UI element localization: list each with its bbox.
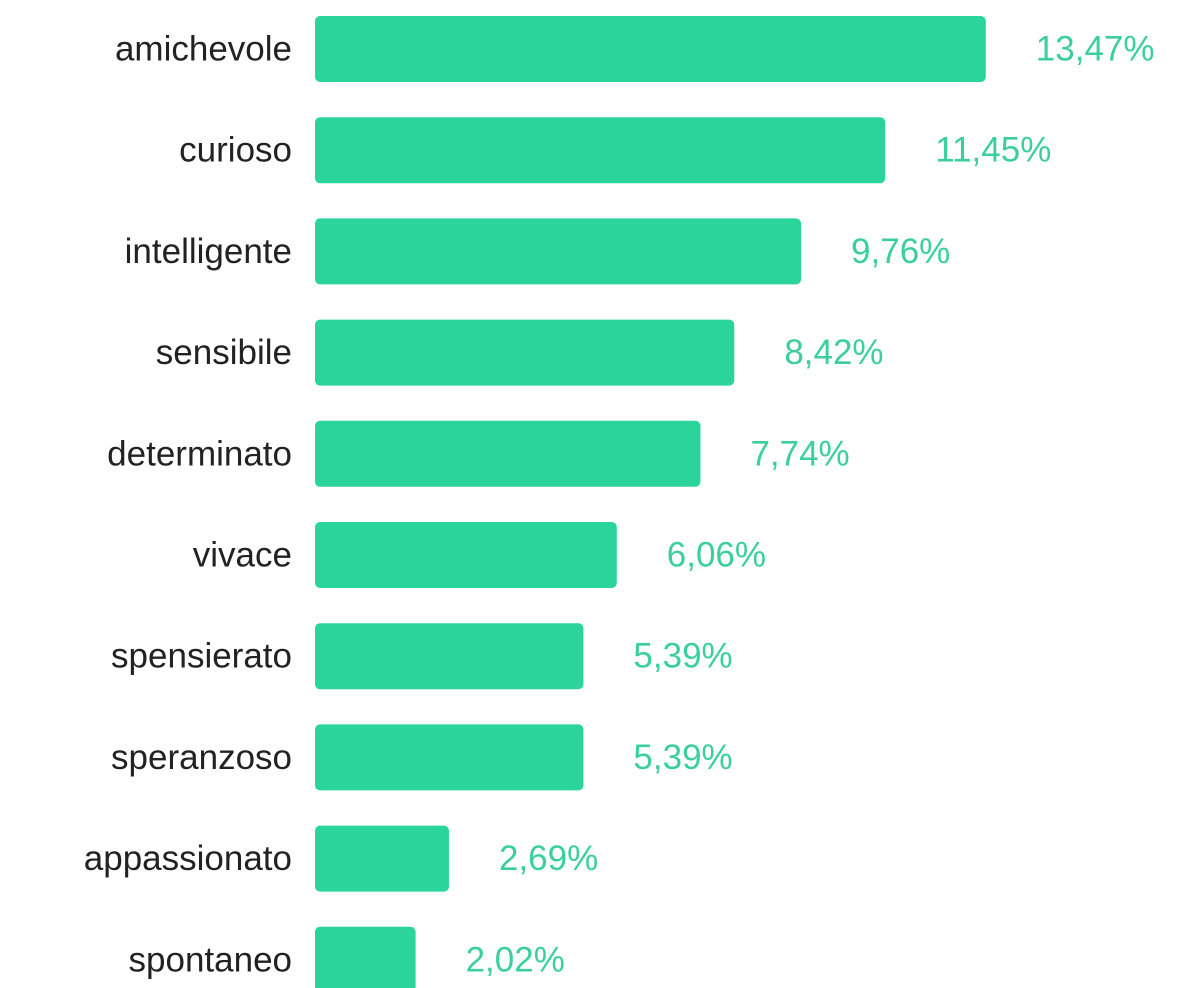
value-label: 6,06% (667, 536, 766, 575)
bar-row: curioso 11,45% (179, 117, 1051, 184)
bar-row: spontaneo 2,02% (129, 926, 565, 988)
bar (315, 724, 584, 791)
bar (315, 420, 701, 487)
category-label: determinato (107, 434, 292, 473)
value-label: 7,74% (750, 434, 849, 473)
value-label: 2,69% (499, 839, 598, 878)
category-label: spontaneo (129, 940, 292, 979)
category-label: speranzoso (111, 738, 292, 777)
category-label: amichevole (115, 30, 292, 69)
value-label: 9,76% (851, 232, 950, 271)
value-label: 13,47% (1036, 30, 1155, 69)
bar (315, 117, 886, 184)
bar (315, 218, 802, 285)
value-label: 5,39% (633, 738, 732, 777)
bar-row: amichevole 13,47% (115, 16, 1155, 82)
category-label: sensibile (156, 333, 292, 372)
bar-row: speranzoso 5,39% (111, 724, 733, 791)
bar-row: spensierato 5,39% (111, 623, 733, 690)
category-label: vivace (193, 536, 292, 575)
bar-row: determinato 7,74% (107, 420, 850, 487)
bar-row: vivace 6,06% (193, 522, 766, 588)
category-label: appassionato (84, 839, 292, 878)
value-label: 11,45% (935, 131, 1051, 170)
value-label: 2,02% (466, 940, 565, 979)
category-label: spensierato (111, 637, 292, 676)
bar (315, 319, 735, 386)
bar (315, 623, 584, 690)
category-label: curioso (179, 131, 292, 170)
category-label: intelligente (125, 232, 292, 271)
bar (315, 522, 617, 588)
bar (315, 926, 416, 988)
bar-row: appassionato 2,69% (84, 825, 598, 892)
bar (315, 825, 449, 892)
bar (315, 16, 986, 82)
value-label: 8,42% (784, 333, 883, 372)
value-label: 5,39% (633, 637, 732, 676)
bar-row: intelligente 9,76% (125, 218, 950, 285)
bar-row: sensibile 8,42% (156, 319, 884, 386)
